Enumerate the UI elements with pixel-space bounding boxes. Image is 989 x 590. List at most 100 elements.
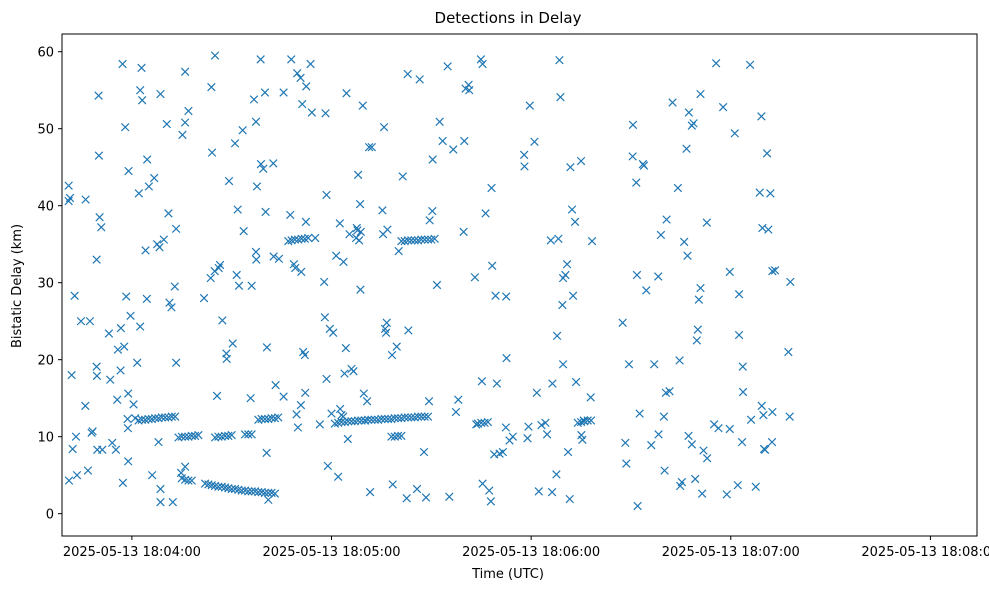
data-point xyxy=(71,432,81,441)
data-point xyxy=(274,413,283,422)
data-point xyxy=(296,400,306,410)
data-point xyxy=(247,430,256,439)
data-point xyxy=(764,225,773,234)
data-point xyxy=(92,362,101,371)
data-point xyxy=(306,59,315,69)
data-point xyxy=(76,316,86,326)
data-point xyxy=(180,67,190,76)
data-point xyxy=(566,162,575,172)
data-point xyxy=(501,292,511,301)
data-point xyxy=(702,218,712,227)
data-point xyxy=(642,286,651,295)
data-point xyxy=(269,252,278,261)
data-point xyxy=(398,172,407,181)
data-point xyxy=(768,407,777,417)
data-point xyxy=(137,95,147,105)
data-point xyxy=(113,395,122,404)
data-point xyxy=(234,281,244,290)
data-point xyxy=(340,369,349,378)
data-point xyxy=(675,356,684,365)
data-point xyxy=(194,430,203,440)
data-point xyxy=(767,437,777,447)
data-point xyxy=(83,466,93,475)
data-point xyxy=(725,267,735,277)
data-point xyxy=(224,176,234,186)
data-point xyxy=(155,243,164,252)
data-point xyxy=(116,323,126,333)
data-point xyxy=(419,447,429,457)
data-point xyxy=(147,470,157,480)
data-point xyxy=(113,345,123,354)
data-point xyxy=(267,488,276,498)
data-point xyxy=(537,420,546,430)
data-point xyxy=(380,414,389,424)
data-point xyxy=(335,219,345,228)
data-point xyxy=(224,431,233,441)
data-point xyxy=(156,89,165,99)
data-point xyxy=(478,479,487,488)
data-point xyxy=(562,259,572,269)
data-point xyxy=(508,432,518,441)
data-point xyxy=(465,85,474,95)
data-point xyxy=(770,266,780,275)
data-point xyxy=(319,277,329,287)
data-point xyxy=(124,166,133,176)
y-tick-label: 50 xyxy=(37,123,54,138)
data-point xyxy=(432,280,442,290)
data-point xyxy=(650,360,659,369)
data-point xyxy=(734,330,744,340)
data-point xyxy=(425,216,434,225)
data-point xyxy=(387,350,397,360)
data-point xyxy=(654,430,663,439)
data-point xyxy=(293,69,302,78)
data-point xyxy=(300,234,310,244)
data-point xyxy=(238,126,247,135)
data-point xyxy=(171,224,181,234)
data-point xyxy=(252,255,261,264)
data-point xyxy=(430,234,439,244)
data-point xyxy=(392,342,401,351)
chart-title: Detections in Delay xyxy=(435,9,582,27)
data-point xyxy=(746,415,756,424)
data-point xyxy=(711,59,721,68)
data-point xyxy=(167,303,176,312)
data-point xyxy=(532,388,542,398)
data-point xyxy=(484,486,494,495)
data-point xyxy=(333,472,343,481)
data-point xyxy=(165,298,174,307)
data-point xyxy=(383,225,392,234)
data-point xyxy=(654,272,663,281)
data-point xyxy=(300,350,310,360)
data-point xyxy=(251,117,261,126)
data-point xyxy=(413,412,423,421)
data-point xyxy=(546,236,556,245)
data-point xyxy=(541,418,550,428)
data-point xyxy=(687,440,697,449)
data-point xyxy=(628,120,638,130)
data-point xyxy=(180,462,190,471)
data-point xyxy=(635,409,644,418)
data-point xyxy=(378,206,387,215)
data-point xyxy=(689,119,698,128)
data-point xyxy=(249,95,259,104)
data-point xyxy=(632,178,641,187)
data-point xyxy=(556,92,565,102)
data-point xyxy=(81,195,90,204)
data-point xyxy=(530,137,539,147)
data-point xyxy=(67,370,76,380)
data-point xyxy=(190,431,200,441)
data-point xyxy=(487,261,497,270)
data-point xyxy=(659,412,669,421)
data-point xyxy=(519,150,529,160)
data-point xyxy=(423,412,433,421)
y-tick-label: 20 xyxy=(37,354,54,369)
data-point xyxy=(180,118,190,127)
data-point xyxy=(628,152,637,161)
data-point xyxy=(123,389,133,398)
data-point xyxy=(491,291,500,301)
data-point xyxy=(187,476,196,485)
data-point xyxy=(738,362,747,371)
data-point xyxy=(520,162,529,171)
data-point xyxy=(381,328,391,337)
data-point xyxy=(232,270,241,280)
